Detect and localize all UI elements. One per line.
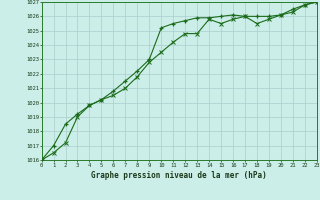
X-axis label: Graphe pression niveau de la mer (hPa): Graphe pression niveau de la mer (hPa) <box>91 171 267 180</box>
